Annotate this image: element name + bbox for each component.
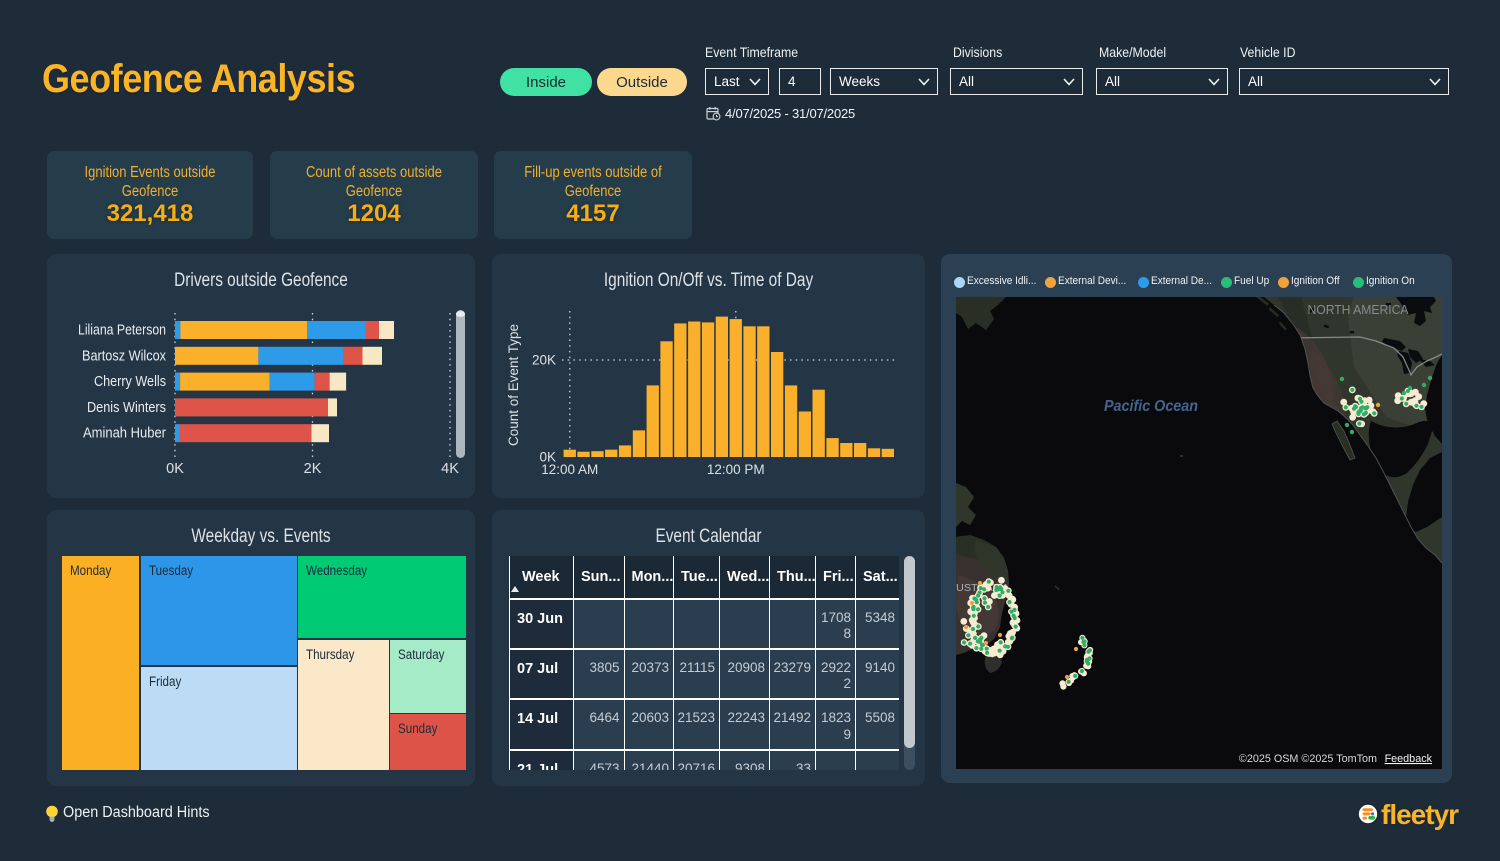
svg-text:Bartosz Wilcox: Bartosz Wilcox [82,348,167,364]
svg-text:0K: 0K [166,461,184,477]
svg-text:20K: 20K [532,353,556,368]
svg-text:Liliana Peterson: Liliana Peterson [78,323,166,339]
svg-text:©2025 OSM ©2025 TomTom: ©2025 OSM ©2025 TomTom [1239,753,1377,765]
svg-text:Pacific Ocean: Pacific Ocean [1104,398,1198,415]
svg-text:Feedback: Feedback [1385,753,1433,765]
svg-text:2K: 2K [304,461,322,477]
svg-text:4K: 4K [441,461,459,477]
svg-text:Count of Event Type: Count of Event Type [506,324,521,446]
svg-text:Aminah Huber: Aminah Huber [83,426,166,442]
svg-text:NORTH AMERICA: NORTH AMERICA [1308,303,1410,317]
svg-text:Denis Winters: Denis Winters [87,400,166,416]
svg-text:12:00 AM: 12:00 AM [541,462,598,477]
svg-text:0K: 0K [539,450,556,465]
svg-text:Cherry Wells: Cherry Wells [94,374,166,390]
svg-text:12:00 PM: 12:00 PM [707,462,765,477]
